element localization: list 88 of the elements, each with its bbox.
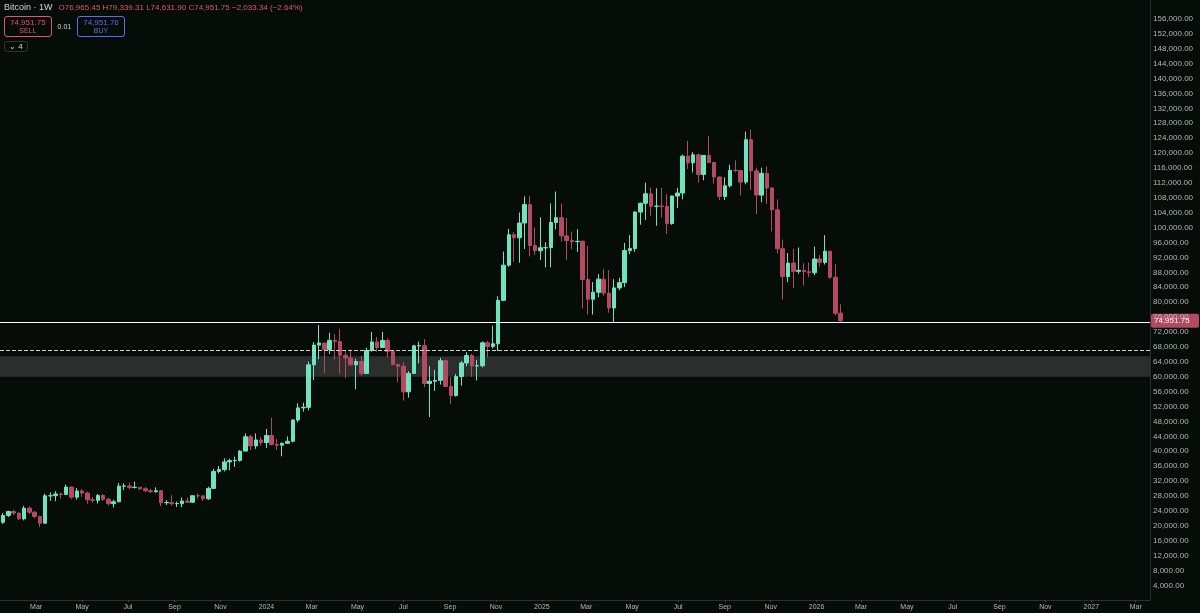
candlestick (132, 480, 137, 489)
y-tick-label: 24,000.00 (1153, 506, 1190, 516)
y-tick-label: 48,000.00 (1153, 416, 1190, 426)
candlestick (264, 428, 269, 449)
annotation: 74,951.76 (83, 18, 119, 27)
candlestick (164, 499, 169, 506)
y-tick-label: 80,000.00 (1153, 297, 1190, 307)
candlestick (696, 153, 701, 184)
y-tick-label: 4,000.00 (1153, 580, 1185, 590)
y-tick-label: 152,000.00 (1153, 29, 1194, 39)
chart-title: Bitcoin · 1W (4, 2, 53, 12)
y-tick-label: 44,000.00 (1153, 431, 1190, 441)
candlestick (812, 246, 817, 276)
y-tick-label: 124,000.00 (1153, 133, 1194, 143)
y-tick-label: 64,000.00 (1153, 356, 1190, 366)
candlestick (575, 228, 580, 253)
annotation: ⌄ 4 (4, 41, 28, 52)
candlestick (327, 332, 332, 355)
candlestick (375, 336, 379, 353)
candlestick (159, 489, 163, 507)
y-tick-label: 32,000.00 (1153, 476, 1190, 486)
y-tick-label: 140,000.00 (1153, 73, 1194, 83)
candlestick (64, 484, 68, 496)
candlestick (127, 482, 132, 490)
candlestick (654, 187, 659, 227)
candlestick (422, 338, 427, 388)
candlestick (259, 436, 263, 447)
candlestick (823, 234, 827, 266)
candlestick (470, 353, 474, 378)
candlestick (512, 231, 516, 263)
y-tick-label: 128,000.00 (1153, 118, 1194, 128)
candlestick (370, 331, 374, 353)
candlestick (69, 485, 74, 500)
candlestick (364, 347, 369, 375)
candlestick (354, 358, 358, 390)
y-tick-label: 116,000.00 (1153, 163, 1193, 173)
y-tick-label: 20,000.00 (1153, 520, 1190, 530)
candlestick (322, 342, 327, 374)
y-tick-label: 108,000.00 (1153, 193, 1194, 203)
candlestick (248, 434, 253, 451)
candlestick (75, 487, 79, 501)
y-tick-label: 60,000.00 (1153, 371, 1190, 381)
y-tick-label: 8,000.00 (1153, 565, 1185, 575)
y-tick-label: 156,000.00 (1153, 14, 1194, 24)
candlestick (485, 340, 490, 358)
candlestick (817, 254, 822, 268)
annotation: 74,951.75 (10, 18, 46, 27)
y-tick-label: 100,000.00 (1153, 222, 1194, 232)
candlestick (744, 131, 748, 185)
y-tick-label: 136,000.00 (1153, 88, 1194, 98)
y-tick-label: 56,000.00 (1153, 386, 1190, 396)
candlestick (380, 331, 385, 349)
y-tick-label: 36,000.00 (1153, 461, 1190, 471)
candlestick (701, 154, 706, 181)
y-tick-label: 68,000.00 (1153, 342, 1190, 352)
y-tick-label: 104,000.00 (1153, 207, 1194, 217)
candlestick (359, 355, 364, 377)
candlestick (185, 497, 190, 504)
candlestick (759, 167, 764, 203)
y-tick-label: 72,000.00 (1153, 327, 1190, 337)
y-tick-label: 52,000.00 (1153, 401, 1190, 411)
candlestick (786, 252, 790, 283)
y-tick-label: 148,000.00 (1153, 43, 1194, 53)
annotation: O76,965.45 H79,339.31 L74,631.90 C74,951.75 −2,033.34 (−2.64%) (58, 2, 303, 12)
y-tick-label: 12,000.00 (1153, 550, 1190, 560)
candlestick (154, 486, 158, 494)
y-tick-label: 112,000.00 (1153, 178, 1193, 188)
candlestick (96, 493, 100, 504)
y-tick-label: 120,000.00 (1153, 148, 1194, 158)
candlestick (169, 494, 174, 507)
y-tick-label: 92,000.00 (1153, 252, 1190, 262)
y-tick-label: 28,000.00 (1153, 491, 1190, 501)
candlestick (190, 494, 195, 504)
candlestick (22, 505, 26, 521)
candlestick (649, 186, 653, 217)
candlestick (59, 492, 63, 500)
candlestick (796, 246, 801, 275)
y-tick-label: 16,000.00 (1153, 535, 1190, 545)
candlestick (686, 140, 690, 170)
y-tick-label: 40,000.00 (1153, 446, 1190, 456)
candlestick (691, 151, 695, 174)
y-tick-label: 88,000.00 (1153, 267, 1190, 277)
y-tick-label: 96,000.00 (1153, 237, 1190, 247)
y-tick-label: 84,000.00 (1153, 282, 1190, 292)
candlestick (254, 432, 258, 450)
candlestick (791, 248, 796, 289)
y-tick-label: 144,000.00 (1153, 58, 1194, 68)
y-tick-label: 132,000.00 (1153, 103, 1194, 113)
